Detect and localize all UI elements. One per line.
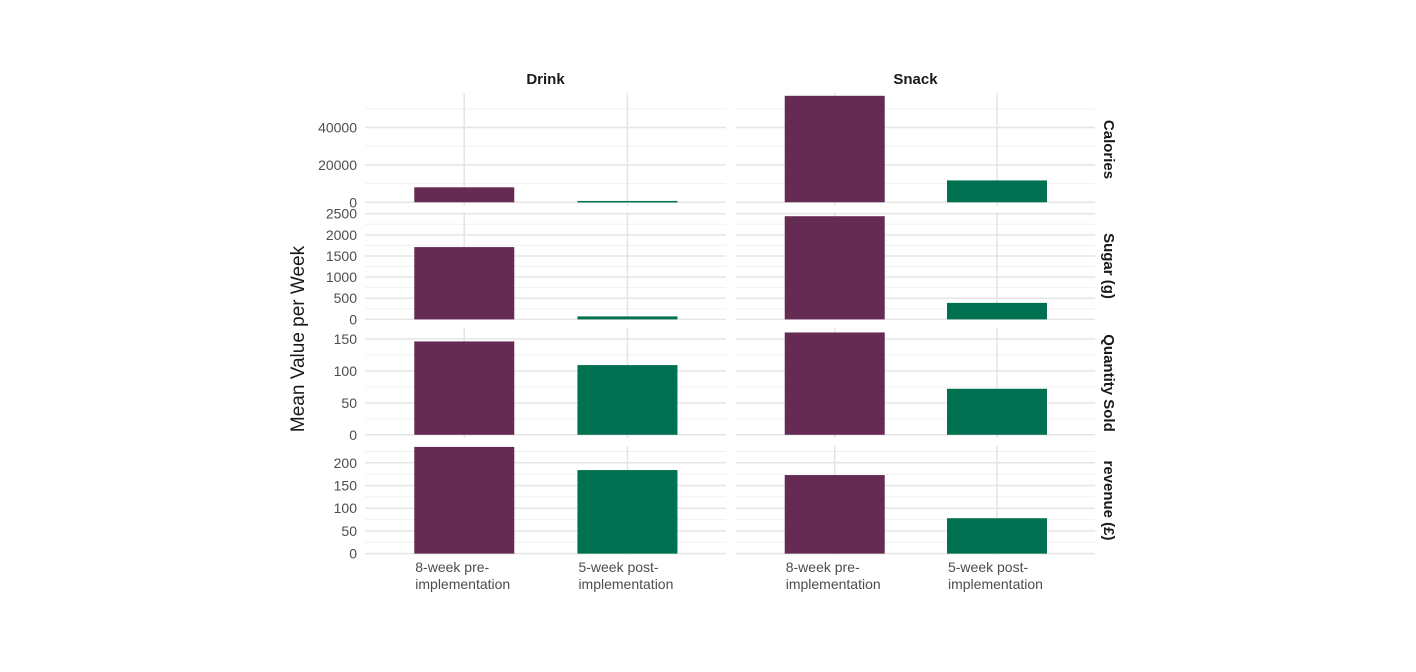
x-tick-label: 8-week pre-implementation: [415, 559, 510, 592]
column-strip-label: Snack: [893, 71, 938, 88]
row-strip-label: Sugar (g): [1100, 233, 1117, 299]
y-tick-label: 0: [349, 546, 357, 562]
y-tick-label: 0: [349, 311, 357, 327]
bar-drink-calories-pre: [414, 187, 515, 203]
bar-snack-quantity-sold-post: [946, 388, 1047, 435]
y-tick-label: 0: [349, 194, 357, 210]
y-tick-label: 50: [341, 523, 357, 539]
bar-snack-calories-pre: [784, 95, 885, 203]
bar-drink-sugar-g-post: [577, 316, 678, 320]
bar-drink-sugar-g-pre: [414, 247, 515, 320]
y-tick-label: 2500: [326, 206, 357, 222]
x-tick-label: 5-week post-implementation: [578, 559, 673, 592]
y-tick-label: 100: [334, 500, 358, 516]
y-tick-label: 0: [349, 427, 357, 443]
row-strip-label: Quantity Sold: [1100, 334, 1117, 432]
bar-drink-calories-post: [577, 200, 678, 203]
y-tick-label: 150: [334, 331, 358, 347]
bar-snack-calories-post: [946, 180, 1047, 203]
bar-snack-quantity-sold-pre: [784, 332, 885, 435]
bar-drink-revenue-pre: [414, 446, 515, 554]
bar-layer: [414, 95, 1047, 554]
y-tick-label: 200: [334, 455, 358, 471]
row-strip-label: Calories: [1100, 120, 1117, 179]
x-tick-label: 5-week post-implementation: [948, 559, 1043, 592]
bar-snack-sugar-g-pre: [784, 216, 885, 320]
column-strip-label: Drink: [526, 71, 565, 88]
y-tick-label: 500: [334, 290, 358, 306]
y-axis-label: Mean Value per Week: [288, 245, 309, 432]
y-tick-label: 100: [334, 363, 358, 379]
y-tick-label: 1000: [326, 269, 357, 285]
x-tick-label: 8-week pre-implementation: [786, 559, 881, 592]
y-tick-label: 1500: [326, 248, 357, 264]
bar-drink-revenue-post: [577, 470, 678, 554]
bar-drink-quantity-sold-post: [577, 365, 678, 435]
bar-drink-quantity-sold-pre: [414, 341, 515, 435]
y-tick-label: 50: [341, 395, 357, 411]
y-tick-label: 20000: [318, 157, 357, 173]
bar-snack-revenue-pre: [784, 475, 885, 554]
bar-snack-sugar-g-post: [946, 302, 1047, 320]
y-tick-label: 150: [334, 478, 358, 494]
y-tick-label: 2000: [326, 227, 357, 243]
bar-snack-revenue-post: [946, 518, 1047, 554]
row-strip-label: revenue (£): [1100, 460, 1117, 540]
y-tick-label: 40000: [318, 120, 357, 136]
